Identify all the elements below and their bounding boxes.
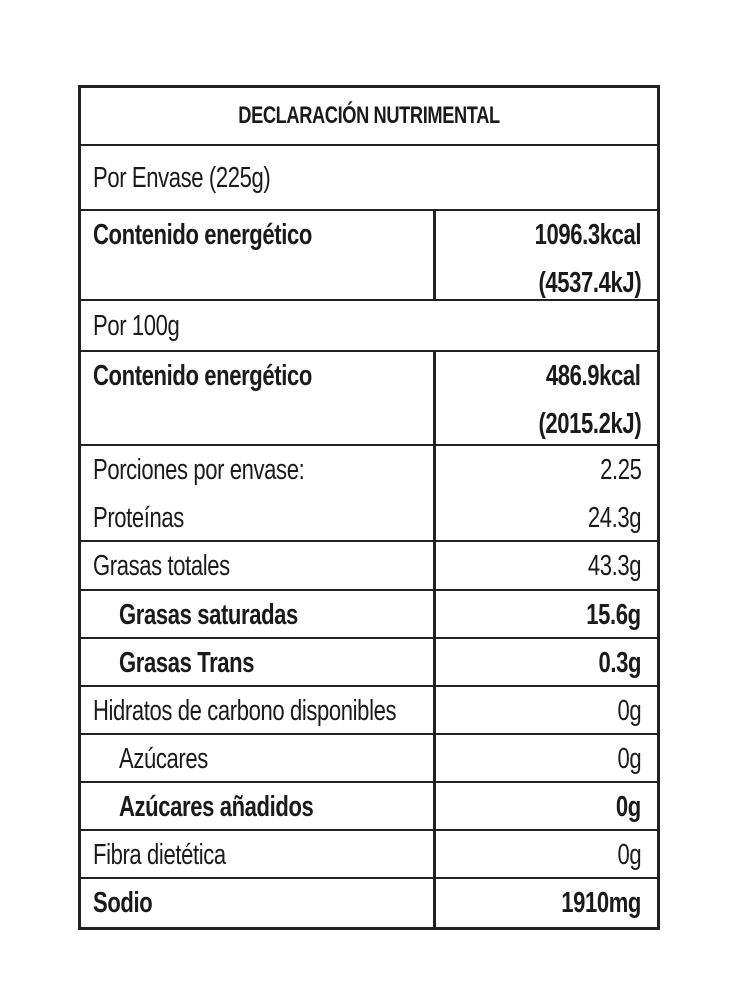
nutrient-label: Hidratos de carbono disponibles [93, 695, 397, 727]
table-row: Sodio 1910mg [81, 877, 657, 927]
nutrient-label: Grasas saturadas [119, 599, 298, 631]
nutrient-value: 0g [617, 695, 641, 727]
per-100g-energy-row: Contenido energético 486.9kcal (2015.2kJ) [81, 350, 657, 444]
per-package-row: Por Envase (225g) [81, 144, 657, 209]
energy-kcal: 486.9kcal [546, 360, 641, 392]
energy-label: Contenido energético [93, 360, 312, 392]
table-row: Azúcares añadidos 0g [81, 781, 657, 829]
table-title-row: DECLARACIÓN NUTRIMENTAL [81, 88, 657, 144]
nutrient-label: Grasas Trans [119, 647, 255, 679]
table-row: Grasas Trans 0.3g [81, 637, 657, 685]
energy-kj: (2015.2kJ) [538, 408, 641, 440]
nutrient-label: Sodio [93, 887, 153, 919]
per-100g-label: Por 100g [93, 309, 180, 342]
per-package-label: Por Envase (225g) [93, 161, 271, 194]
per-package-energy-row: Contenido energético 1096.3kcal (4537.4kJ… [81, 209, 657, 299]
nutrient-label: Azúcares añadidos [119, 791, 314, 823]
nutrient-label: Azúcares [119, 743, 208, 775]
nutrient-value: 43.3g [587, 550, 642, 582]
energy-kcal: 1096.3kcal [534, 219, 641, 251]
nutrient-value: 15.6g [586, 599, 642, 631]
table-row: Porciones por envase: Proteínas 2.25 24.3g [81, 444, 657, 540]
table-row: Grasas totales 43.3g [81, 540, 657, 589]
nutrient-value: 1910mg [561, 887, 641, 919]
per-100g-row: Por 100g [81, 299, 657, 350]
nutrient-label: Porciones por envase: [93, 454, 305, 486]
nutrient-value: 0g [617, 743, 641, 775]
table-row: Grasas saturadas 15.6g [81, 589, 657, 637]
nutrient-value: 0.3g [598, 647, 641, 679]
nutrient-value: 24.3g [587, 502, 642, 534]
nutrition-facts-table: DECLARACIÓN NUTRIMENTAL Por Envase (225g… [78, 85, 660, 930]
table-title: DECLARACIÓN NUTRIMENTAL [238, 102, 500, 129]
nutrient-value: 2.25 [599, 454, 642, 486]
table-row: Fibra dietética 0g [81, 829, 657, 877]
table-row: Azúcares 0g [81, 733, 657, 781]
table-row: Hidratos de carbono disponibles 0g [81, 685, 657, 733]
nutrient-value: 0g [617, 839, 641, 871]
nutrient-value: 0g [616, 791, 641, 823]
energy-kj: (4537.4kJ) [538, 267, 641, 299]
nutrient-label: Fibra dietética [93, 839, 226, 871]
energy-label: Contenido energético [93, 219, 312, 251]
nutrient-label: Proteínas [93, 502, 184, 534]
nutrient-label: Grasas totales [93, 550, 230, 582]
